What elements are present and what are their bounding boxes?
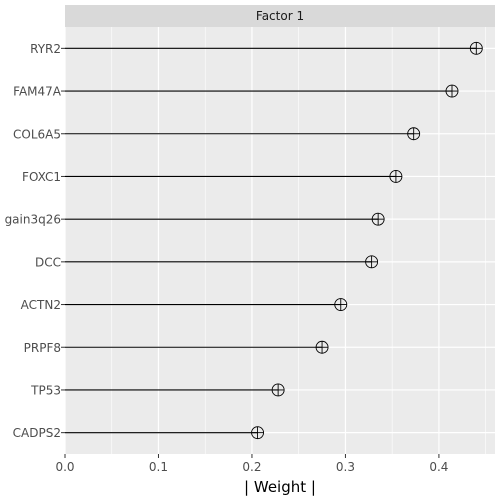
y-axis: RYR2 FAM47A COL6A5 FOXC1 gain3q26 DCC ACTN2 PRP…	[5, 42, 65, 440]
lollipop-cadps2	[65, 426, 265, 440]
facet-strip	[65, 5, 495, 27]
x-axis: 0.0 0.1 0.2 0.3 0.4	[55, 454, 448, 474]
y-tick-label-actn2: ACTN2	[21, 298, 61, 312]
x-tick-label: 0.4	[429, 460, 448, 474]
y-tick-label-col6a5: COL6A5	[13, 127, 61, 141]
y-tick-label-cadps2: CADPS2	[13, 426, 61, 440]
plot-panel	[65, 27, 495, 454]
lollipop-foxc1	[65, 169, 403, 183]
lollipop-ryr2	[65, 41, 483, 55]
y-tick-label-foxc1: FOXC1	[22, 170, 61, 184]
lollipop-dcc	[65, 255, 379, 269]
lollipop-fam47a	[65, 84, 459, 98]
lollipop-actn2	[65, 298, 348, 311]
y-tick-label-dcc: DCC	[35, 255, 61, 269]
x-axis-title: | Weight |	[244, 478, 316, 496]
lollipop-gain3q26	[65, 212, 385, 226]
y-tick-label-gain3q26: gain3q26	[5, 213, 61, 227]
lollipop-prpf8	[65, 340, 329, 354]
y-tick-label-fam47a: FAM47A	[13, 85, 62, 99]
y-tick-label-tp53: TP53	[30, 383, 61, 397]
lollipop-tp53	[65, 383, 285, 397]
lollipop-col6a5	[65, 127, 421, 141]
x-tick-label: 0.0	[55, 460, 74, 474]
lollipops	[65, 41, 483, 440]
x-tick-label: 0.2	[242, 460, 261, 474]
y-tick-label-ryr2: RYR2	[30, 42, 61, 56]
x-tick-label: 0.3	[336, 460, 355, 474]
y-tick-label-prpf8: PRPF8	[24, 341, 61, 355]
facet-strip-label: Factor 1	[256, 9, 304, 23]
x-tick-label: 0.1	[149, 460, 168, 474]
